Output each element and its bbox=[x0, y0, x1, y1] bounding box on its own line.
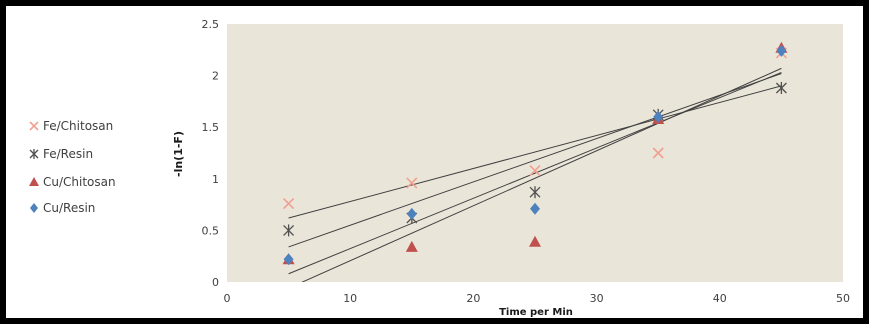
point-fe-resin bbox=[283, 224, 295, 237]
point-cu-resin bbox=[653, 110, 664, 123]
point-fe-chitosan bbox=[652, 147, 664, 159]
y-tick-label: 1 bbox=[212, 173, 219, 186]
point-cu-resin bbox=[406, 207, 417, 220]
x-tick-label: 50 bbox=[836, 292, 850, 305]
trendline-group bbox=[288, 67, 782, 282]
legend-marker-fe-chitosan bbox=[29, 121, 39, 131]
legend-marker-cu-chitosan bbox=[29, 177, 39, 186]
data-point-group bbox=[282, 41, 788, 266]
point-fe-resin bbox=[775, 81, 787, 94]
y-axis-ticks: 0 0.5 1 1.5 2 2.5 bbox=[202, 18, 220, 289]
legend-marker-cu-resin bbox=[30, 203, 38, 213]
x-tick-label: 40 bbox=[713, 292, 727, 305]
legend-marker-fe-resin bbox=[29, 149, 39, 159]
trendline-cu-resin bbox=[288, 72, 782, 275]
y-tick-label: 2.5 bbox=[202, 18, 220, 31]
legend-label-cu-resin: Cu/Resin bbox=[43, 201, 95, 215]
trendline-fe-resin bbox=[288, 73, 782, 248]
point-cu-chitosan bbox=[529, 235, 541, 247]
point-fe-resin bbox=[529, 186, 541, 199]
x-tick-label: 10 bbox=[343, 292, 357, 305]
x-tick-label: 0 bbox=[224, 292, 231, 305]
legend-label-cu-chitosan: Cu/Chitosan bbox=[43, 175, 116, 189]
trendline-cu-chitosan bbox=[301, 67, 782, 282]
y-axis-label: -ln(1-F) bbox=[172, 131, 185, 177]
point-cu-resin bbox=[776, 44, 787, 57]
y-tick-label: 2 bbox=[212, 70, 219, 83]
y-tick-label: 0 bbox=[212, 276, 219, 289]
y-tick-label: 1.5 bbox=[202, 121, 220, 134]
legend-label-fe-chitosan: Fe/Chitosan bbox=[43, 119, 113, 133]
point-cu-resin bbox=[530, 202, 540, 215]
point-cu-resin bbox=[283, 253, 294, 266]
x-tick-label: 30 bbox=[590, 292, 604, 305]
point-cu-chitosan bbox=[405, 240, 418, 252]
x-tick-label: 20 bbox=[466, 292, 480, 305]
point-fe-chitosan bbox=[283, 198, 295, 210]
point-fe-chitosan bbox=[529, 164, 541, 177]
legend-label-fe-resin: Fe/Resin bbox=[43, 147, 93, 161]
point-fe-chitosan bbox=[406, 177, 418, 189]
x-axis-ticks: 0 10 20 30 40 50 bbox=[224, 292, 851, 305]
trendline-fe-chitosan bbox=[288, 85, 782, 219]
x-axis-label: Time per Min bbox=[499, 307, 573, 318]
y-tick-label: 0.5 bbox=[202, 224, 220, 237]
legend: Fe/Chitosan Fe/Resin Cu/Chitosan Cu/Resin bbox=[29, 119, 116, 215]
